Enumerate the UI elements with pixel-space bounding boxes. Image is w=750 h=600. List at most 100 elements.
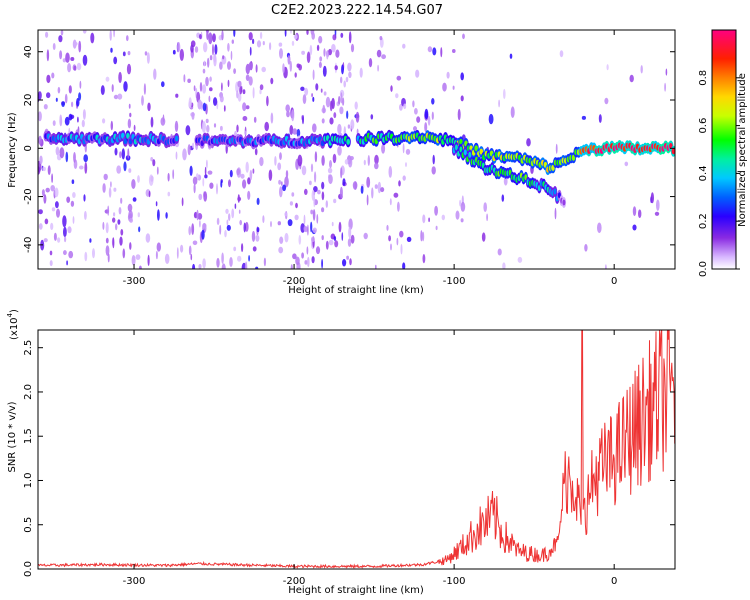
noise-speck (295, 256, 300, 266)
noise-speck (245, 161, 249, 173)
noise-speck (597, 222, 602, 234)
spectrogram-xtick-label: -300 (123, 276, 146, 287)
snr-xtick-label: 0 (611, 576, 617, 587)
noise-speck (248, 254, 251, 262)
noise-speck (460, 72, 465, 81)
noise-speck (452, 85, 455, 90)
noise-speck (38, 166, 41, 175)
noise-speck (331, 221, 334, 227)
noise-speck (198, 193, 203, 201)
noise-speck (175, 151, 178, 160)
noise-speck (278, 42, 283, 47)
noise-speck (150, 157, 154, 162)
noise-speck (291, 109, 295, 122)
noise-speck (261, 66, 267, 73)
noise-speck (63, 250, 67, 256)
noise-speck (152, 159, 156, 167)
noise-speck (256, 40, 262, 48)
noise-speck (120, 197, 123, 204)
noise-speck (398, 180, 401, 187)
noise-speck (327, 167, 333, 174)
noise-speck (71, 179, 75, 184)
snr-xtick-label: -100 (443, 576, 466, 587)
noise-speck (332, 34, 337, 41)
noise-speck (457, 108, 461, 121)
noise-speck (503, 176, 508, 186)
noise-speck (65, 52, 70, 63)
noise-speck (118, 207, 122, 215)
noise-speck (650, 192, 655, 204)
noise-speck (377, 64, 379, 72)
noise-speck (665, 68, 668, 76)
noise-speck (664, 82, 666, 92)
colorbar-tick-label: 0.8 (698, 70, 709, 86)
noise-speck (45, 187, 50, 193)
noise-speck (321, 235, 324, 241)
noise-speck (321, 181, 325, 190)
noise-speck (199, 82, 203, 92)
noise-speck (52, 43, 56, 50)
noise-speck (374, 184, 378, 189)
noise-speck (291, 40, 295, 46)
noise-speck (224, 229, 227, 238)
noise-speck (248, 76, 253, 86)
noise-speck (340, 167, 343, 179)
noise-speck (422, 231, 425, 242)
noise-speck (310, 221, 313, 233)
noise-speck (127, 118, 132, 129)
noise-speck (287, 55, 291, 65)
noise-speck (62, 215, 67, 228)
noise-speck (231, 39, 234, 44)
noise-speck (135, 254, 141, 260)
noise-speck (342, 259, 347, 267)
noise-speck (67, 226, 72, 234)
noise-speck (212, 33, 216, 43)
noise-speck (656, 199, 660, 211)
noise-speck (284, 212, 288, 217)
noise-speck (119, 151, 122, 159)
noise-speck (221, 30, 224, 41)
lower-track-point (562, 199, 566, 206)
noise-speck (605, 264, 607, 269)
noise-speck (236, 168, 241, 176)
snr-ytick-label: 1.5 (23, 428, 34, 444)
noise-speck (431, 111, 434, 121)
noise-speck (366, 176, 371, 188)
noise-speck (640, 65, 643, 74)
noise-speck (434, 205, 438, 216)
noise-speck (110, 120, 114, 131)
noise-speck (301, 165, 307, 176)
noise-speck (312, 227, 317, 234)
noise-speck (50, 185, 55, 192)
noise-speck (416, 116, 421, 123)
noise-speck (309, 44, 313, 56)
noise-speck (141, 95, 144, 106)
noise-speck (311, 236, 315, 243)
noise-speck (161, 81, 165, 88)
noise-speck (287, 219, 293, 227)
noise-speck (65, 151, 69, 163)
noise-speck (277, 221, 281, 226)
noise-speck (183, 74, 186, 83)
noise-speck (226, 224, 231, 231)
noise-speck (311, 32, 316, 40)
noise-speck (395, 93, 399, 99)
noise-speck (165, 212, 168, 219)
noise-speck (459, 199, 461, 207)
noise-speck (221, 82, 223, 92)
noise-speck (248, 62, 253, 71)
noise-speck (167, 191, 171, 197)
noise-speck (306, 30, 309, 35)
noise-speck (255, 266, 259, 269)
snr-frame (37, 329, 676, 570)
noise-speck (167, 172, 170, 182)
noise-speck (554, 207, 557, 220)
noise-speck (297, 154, 303, 167)
noise-speck (56, 208, 60, 218)
noise-speck (355, 111, 360, 123)
spectrogram-ytick-label: 20 (23, 94, 34, 107)
noise-speck (296, 63, 301, 68)
colorbar-tick-label: 0.4 (698, 165, 709, 181)
noise-speck (289, 125, 294, 135)
noise-speck (321, 191, 325, 201)
